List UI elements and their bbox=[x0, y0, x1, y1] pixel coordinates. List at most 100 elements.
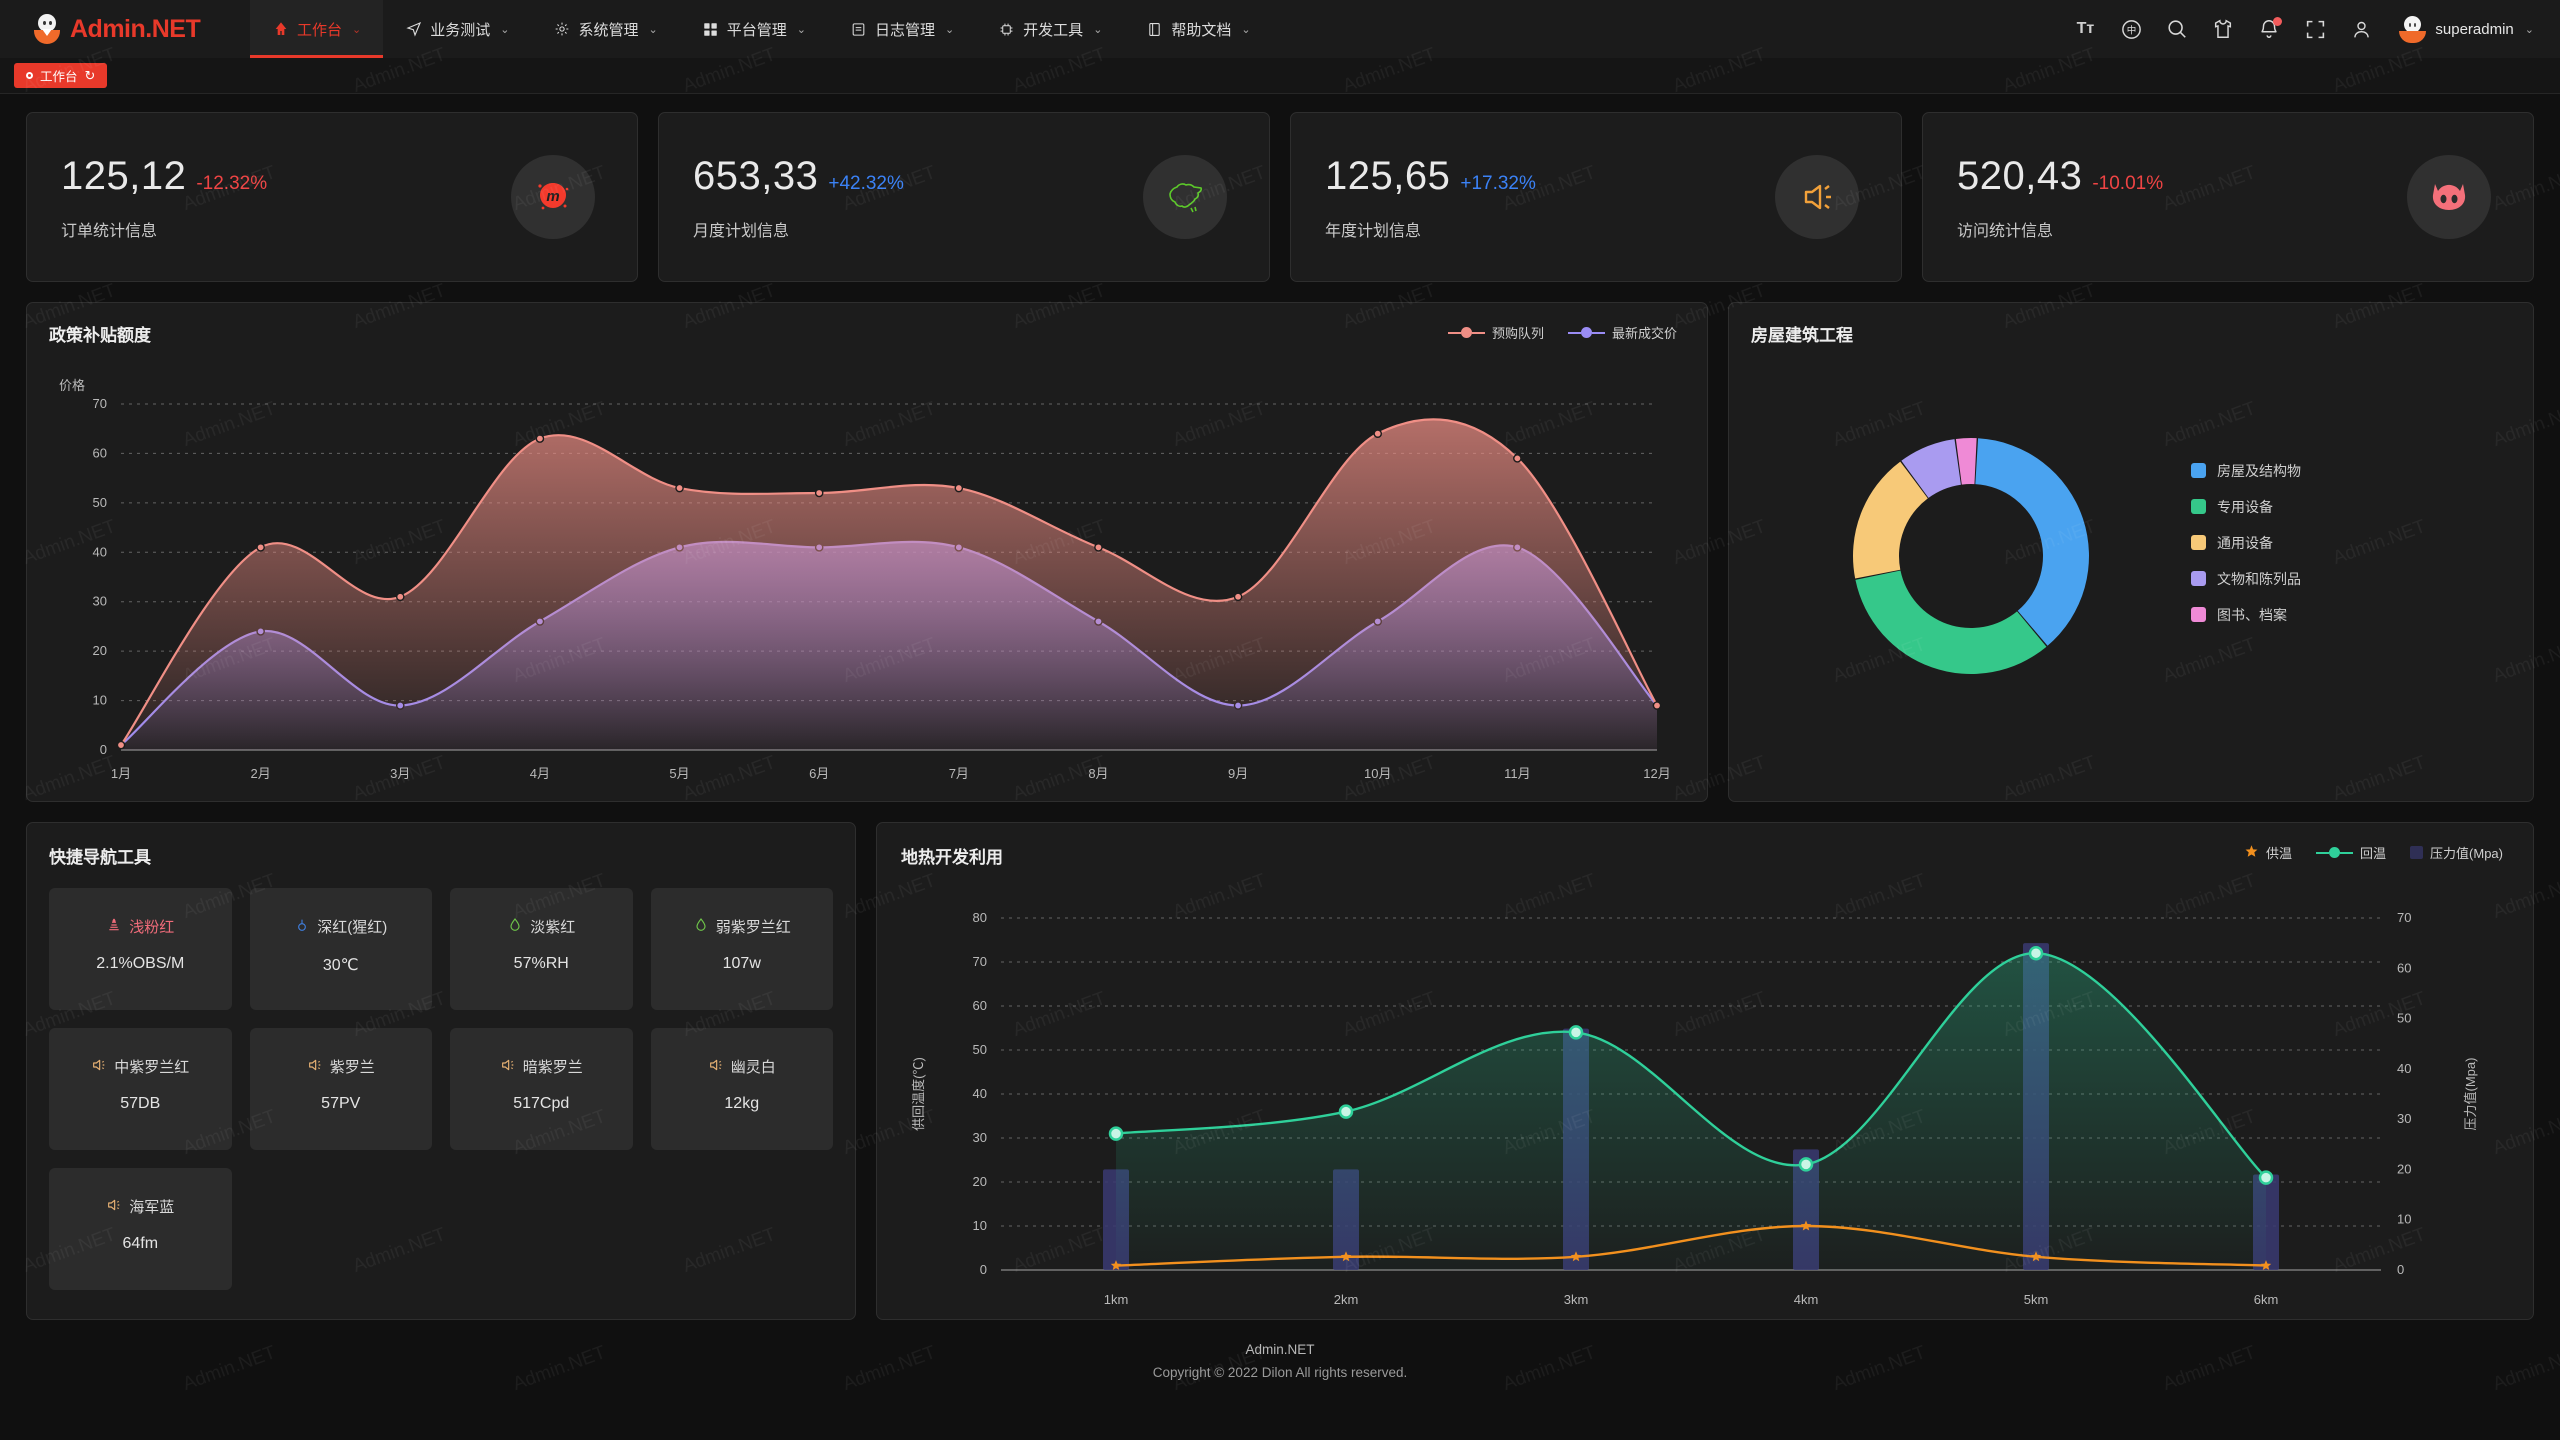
nav-item-log-management[interactable]: 日志管理 ⌄ bbox=[828, 0, 976, 58]
panel-title: 房屋建筑工程 bbox=[1751, 326, 1853, 345]
drop-icon bbox=[693, 917, 709, 937]
item-label: 弱紫罗兰红 bbox=[715, 919, 791, 936]
stat-delta: +42.32% bbox=[828, 172, 904, 194]
quick-nav-grid: 浅粉红 2.1%OBS/M 深红(猩红) 30℃ 淡紫红 57%RH 弱紫罗兰红… bbox=[49, 888, 833, 1290]
font-size-icon[interactable]: Tᴛ bbox=[2073, 17, 2097, 41]
book-icon bbox=[1146, 21, 1163, 38]
svg-text:通用设备: 通用设备 bbox=[2217, 535, 2273, 551]
item-value: 57DB bbox=[120, 1095, 161, 1112]
charts-row: 政策补贴额度 预购队列 最新成交价 价格 0 10 20 30 40 50 60 70 1月 2月 3… bbox=[26, 302, 2534, 802]
legend-item[interactable]: 供温 bbox=[2244, 843, 2292, 862]
svg-text:5km: 5km bbox=[2024, 1292, 2049, 1307]
quick-nav-item[interactable]: 淡紫红 57%RH bbox=[450, 888, 633, 1010]
svg-text:0: 0 bbox=[100, 742, 107, 757]
search-icon[interactable] bbox=[2165, 17, 2189, 41]
svg-text:30: 30 bbox=[2397, 1111, 2411, 1126]
stat-card-orders[interactable]: 125,12 -12.32% 订单统计信息 m bbox=[26, 112, 638, 282]
svg-text:10: 10 bbox=[973, 1218, 987, 1233]
legend-marker-latest-price bbox=[1567, 327, 1605, 338]
drop-icon bbox=[507, 917, 523, 937]
geothermal-utilization-chart[interactable]: 供回温度(℃) 压力值(Mpa) 0 10 20 30 40 50 60 70 80 0 10 20 30 4… bbox=[901, 898, 2491, 1318]
brand-logo[interactable]: Admin.NET bbox=[0, 0, 250, 58]
legend-label: 压力值(Mpa) bbox=[2430, 846, 2503, 861]
quick-nav-item[interactable]: 深红(猩红) 30℃ bbox=[249, 888, 432, 1010]
bar-marker-icon bbox=[2410, 846, 2424, 859]
quick-nav-item[interactable]: 幽灵白 12kg bbox=[650, 1028, 833, 1150]
legend-item[interactable]: 预购队列 bbox=[1447, 323, 1544, 342]
stat-card-annual-plan[interactable]: 125,65 +17.32% 年度计划信息 bbox=[1290, 112, 1902, 282]
quick-nav-item[interactable]: 暗紫罗兰 517Cpd bbox=[450, 1028, 633, 1150]
footer-copyright: Copyright © 2022 Dilon All rights reserv… bbox=[1152, 1365, 1408, 1380]
svg-text:6月: 6月 bbox=[809, 766, 829, 781]
item-label: 暗紫罗兰 bbox=[522, 1059, 583, 1076]
stat-value: 125,65 bbox=[1325, 153, 1451, 198]
item-label: 紫罗兰 bbox=[329, 1059, 375, 1076]
nav-item-workbench[interactable]: 工作台 ⌄ bbox=[250, 0, 384, 58]
china-map-icon bbox=[1143, 155, 1227, 239]
chevron-down-icon: ⌄ bbox=[796, 23, 806, 36]
item-label: 海军蓝 bbox=[129, 1199, 175, 1216]
quick-nav-item[interactable]: 紫罗兰 57PV bbox=[249, 1028, 432, 1150]
stat-label: 订单统计信息 bbox=[61, 222, 158, 240]
language-icon[interactable]: 中 bbox=[2119, 17, 2143, 41]
item-value: 12kg bbox=[724, 1095, 760, 1112]
fullscreen-icon[interactable] bbox=[2303, 17, 2327, 41]
stat-value: 520,43 bbox=[1957, 153, 2083, 198]
stat-cards-row: 125,12 -12.32% 订单统计信息 m 653,33 +42.32% 月度计… bbox=[26, 112, 2534, 282]
account-icon[interactable] bbox=[2349, 17, 2373, 41]
nav-label: 工作台 bbox=[297, 21, 343, 39]
nav-item-business-test[interactable]: 业务测试 ⌄ bbox=[383, 0, 531, 58]
nav-label: 帮助文档 bbox=[1171, 21, 1232, 39]
quick-nav-item[interactable]: 弱紫罗兰红 107w bbox=[650, 888, 833, 1010]
stat-value: 653,33 bbox=[693, 153, 819, 198]
svg-text:0: 0 bbox=[980, 1262, 987, 1277]
refresh-icon[interactable]: ↻ bbox=[84, 67, 96, 83]
brand-name: Admin.NET bbox=[70, 14, 201, 43]
svg-text:70: 70 bbox=[973, 954, 987, 969]
legend-item[interactable]: 最新成交价 bbox=[1567, 323, 1677, 342]
tab-label: 工作台 bbox=[40, 70, 78, 84]
chevron-down-icon: ⌄ bbox=[944, 23, 955, 36]
svg-text:60: 60 bbox=[973, 998, 987, 1013]
svg-text:80: 80 bbox=[973, 910, 987, 925]
geothermal-chart-panel: 地热开发利用 供温 回温 压力值(Mpa) 供回温度(℃) 压力值(Mpa) 0 10… bbox=[876, 822, 2534, 1320]
stat-label: 年度计划信息 bbox=[1325, 222, 1422, 240]
svg-text:10: 10 bbox=[93, 693, 107, 708]
legend-item[interactable]: 压力值(Mpa) bbox=[2410, 843, 2503, 862]
penguin-logo-icon bbox=[34, 14, 60, 44]
tab-workbench[interactable]: 工作台 ↻ bbox=[14, 63, 108, 88]
svg-text:11月: 11月 bbox=[1504, 766, 1531, 781]
item-value: 107w bbox=[722, 955, 761, 972]
svg-text:3km: 3km bbox=[1564, 1292, 1589, 1307]
nav-label: 业务测试 bbox=[430, 21, 491, 39]
volume-icon bbox=[307, 1057, 323, 1077]
stat-card-visits[interactable]: 520,43 -10.01% 访问统计信息 bbox=[1922, 112, 2534, 282]
quick-nav-item[interactable]: 浅粉红 2.1%OBS/M bbox=[49, 888, 232, 1010]
svg-text:m: m bbox=[546, 188, 559, 205]
legend-item[interactable]: 回温 bbox=[2316, 843, 2386, 862]
nav-label: 平台管理 bbox=[726, 21, 787, 39]
user-menu[interactable]: superadmin ⌄ bbox=[2399, 15, 2534, 43]
svg-text:60: 60 bbox=[93, 445, 107, 460]
nav-item-help-docs[interactable]: 帮助文档 ⌄ bbox=[1124, 0, 1272, 58]
username-label: superadmin bbox=[2435, 20, 2514, 38]
svg-text:70: 70 bbox=[93, 396, 107, 411]
stat-card-monthly-plan[interactable]: 653,33 +42.32% 月度计划信息 bbox=[658, 112, 1270, 282]
geo-chart-legend: 供温 回温 压力值(Mpa) bbox=[2244, 843, 2503, 862]
policy-subsidy-area-chart[interactable]: 价格 0 10 20 30 40 50 60 70 1月 2月 3月 4月 5月 6月 7月 8月 9月 10月 11… bbox=[49, 370, 1685, 790]
svg-text:压力值(Mpa): 压力值(Mpa) bbox=[2463, 1058, 2478, 1131]
svg-text:50: 50 bbox=[93, 495, 107, 510]
quick-nav-item[interactable]: 海军蓝 64fm bbox=[49, 1168, 232, 1290]
svg-text:6km: 6km bbox=[2254, 1292, 2279, 1307]
chevron-down-icon: ⌄ bbox=[352, 23, 362, 36]
nav-item-system-management[interactable]: 系统管理 ⌄ bbox=[531, 0, 679, 58]
nav-item-platform-management[interactable]: 平台管理 ⌄ bbox=[680, 0, 828, 58]
notification-bell-icon[interactable] bbox=[2257, 17, 2283, 41]
svg-text:图书、档案: 图书、档案 bbox=[2217, 607, 2287, 623]
volume-icon bbox=[500, 1057, 516, 1077]
chip-icon bbox=[998, 21, 1015, 38]
quick-nav-item[interactable]: 中紫罗兰红 57DB bbox=[49, 1028, 232, 1150]
theme-shirt-icon[interactable] bbox=[2211, 17, 2235, 41]
nav-item-dev-tools[interactable]: 开发工具 ⌄ bbox=[976, 0, 1124, 58]
